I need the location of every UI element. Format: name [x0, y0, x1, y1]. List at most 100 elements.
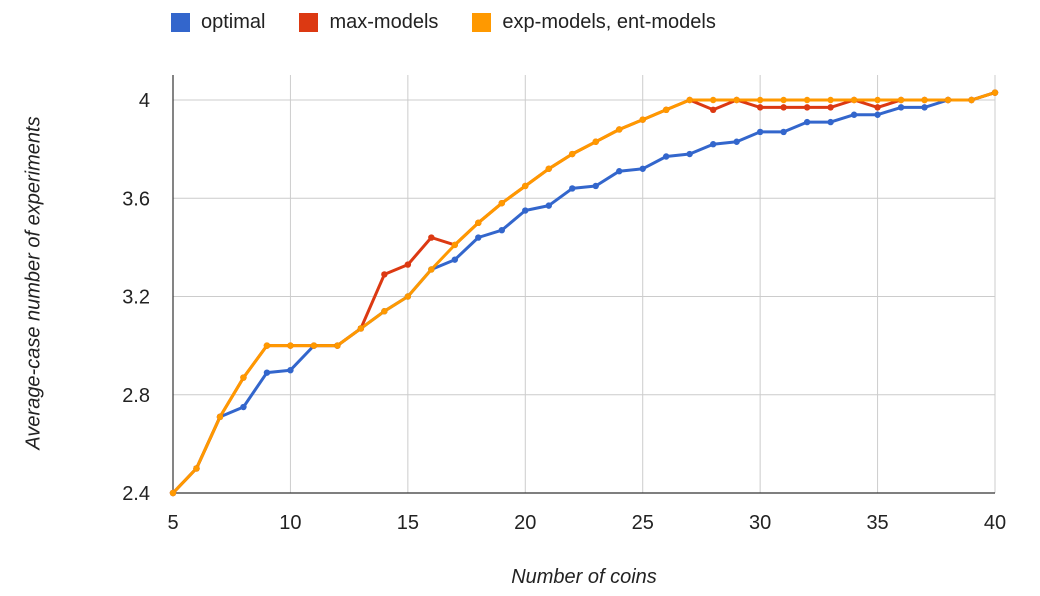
x-tick-label: 40 [984, 512, 1006, 534]
x-tick-label: 25 [632, 512, 654, 534]
data-point-series-2 [827, 96, 834, 104]
axes [172, 75, 995, 494]
data-point-series-2 [310, 342, 318, 349]
series-lines [171, 91, 997, 495]
data-point-series-2 [756, 96, 764, 104]
data-point-series-2 [287, 342, 294, 349]
data-point-series-2 [263, 342, 271, 349]
legend-label-exp-models: exp-models, ent-models [502, 11, 716, 33]
y-tick-label: 2.4 [122, 483, 150, 505]
y-tick-label: 3.2 [122, 287, 150, 309]
data-point-series-1 [874, 104, 881, 111]
data-point-series-0 [921, 104, 928, 111]
data-point-series-2 [475, 219, 482, 227]
data-point-series-0 [709, 141, 717, 148]
data-point-series-0 [663, 153, 670, 160]
data-point-series-2 [991, 89, 999, 96]
legend-label-optimal: optimal [201, 11, 266, 33]
legend-swatch-optimal [171, 13, 190, 32]
data-point-series-1 [404, 261, 412, 268]
legend-item-exp-models[interactable]: exp-models, ent-models [472, 11, 716, 34]
data-point-series-1 [827, 104, 834, 111]
y-tick-label: 2.8 [122, 385, 150, 407]
data-point-series-0 [545, 202, 552, 209]
data-point-series-2 [545, 165, 552, 172]
data-point-series-2 [240, 374, 247, 381]
data-point-series-2 [803, 96, 811, 104]
data-point-series-2 [874, 96, 881, 104]
data-point-series-0 [850, 111, 858, 118]
tick-labels: 2.4 2.8 3.2 3.6 4 5 10 15 20 25 30 35 40 [122, 90, 1006, 534]
y-axis-title: Average-case number of experiments [22, 116, 45, 450]
data-point-series-0 [263, 369, 271, 376]
data-point-series-2 [193, 465, 200, 472]
legend-swatch-max-models [299, 13, 319, 32]
data-point-series-0 [287, 366, 294, 374]
legend-item-max-models[interactable]: max-models [299, 11, 438, 34]
x-tick-label: 35 [866, 512, 888, 534]
data-point-series-2 [944, 96, 952, 104]
data-point-series-2 [592, 138, 599, 145]
legend-swatch-exp-models [472, 13, 492, 32]
data-point-series-0 [780, 128, 787, 136]
data-point-series-2 [780, 96, 787, 104]
data-point-series-2 [921, 96, 928, 104]
data-point-series-2 [216, 413, 224, 421]
data-point-series-0 [639, 165, 646, 172]
data-point-series-1 [803, 104, 811, 111]
series-line-1 [171, 91, 997, 495]
x-tick-label: 30 [749, 512, 771, 534]
data-point-series-0 [827, 118, 834, 126]
data-point-series-2 [522, 182, 529, 190]
data-point-series-2 [428, 266, 435, 273]
data-point-series-0 [897, 104, 905, 111]
y-tick-label: 4 [139, 90, 150, 112]
legend-label-max-models: max-models [329, 11, 439, 33]
data-point-series-2 [709, 96, 717, 104]
x-axis-title: Number of coins [511, 566, 657, 588]
series-line-0 [171, 91, 997, 495]
data-point-series-2 [968, 96, 975, 104]
data-point-series-0 [874, 111, 881, 118]
legend: optimal max-models exp-models, ent-model… [171, 11, 750, 34]
data-point-series-0 [686, 150, 693, 158]
data-point-series-2 [616, 126, 623, 133]
data-point-series-0 [756, 128, 764, 136]
series-line-2 [171, 91, 997, 495]
x-tick-label: 10 [279, 512, 301, 534]
x-tick-label: 20 [514, 512, 536, 534]
data-point-series-0 [569, 185, 576, 192]
data-point-series-0 [522, 207, 529, 214]
gridlines [173, 75, 996, 493]
data-point-series-1 [756, 104, 764, 111]
data-point-series-2 [357, 325, 365, 332]
data-point-series-2 [686, 96, 693, 104]
data-point-series-0 [592, 182, 599, 190]
data-point-series-0 [616, 168, 623, 175]
data-point-series-1 [780, 104, 787, 111]
y-tick-label: 3.6 [122, 188, 150, 210]
data-point-series-2 [404, 293, 412, 300]
data-point-series-2 [897, 96, 905, 104]
data-point-series-2 [639, 116, 646, 123]
data-point-series-2 [334, 342, 341, 349]
data-point-series-1 [381, 271, 388, 278]
data-point-series-0 [475, 234, 482, 241]
data-point-series-0 [733, 138, 740, 145]
data-point-series-2 [569, 150, 576, 158]
data-point-series-2 [451, 241, 459, 249]
x-tick-label: 5 [167, 512, 178, 534]
data-point-series-2 [733, 96, 740, 104]
data-point-series-2 [850, 96, 858, 104]
data-point-series-2 [498, 199, 505, 207]
data-point-series-2 [169, 489, 177, 497]
series-points [169, 89, 999, 497]
data-point-series-2 [663, 106, 670, 114]
data-point-series-0 [240, 403, 247, 411]
x-tick-label: 15 [397, 512, 419, 534]
data-point-series-1 [428, 234, 435, 241]
data-point-series-2 [381, 308, 388, 315]
data-point-series-0 [803, 118, 811, 126]
legend-item-optimal[interactable]: optimal [171, 11, 265, 34]
